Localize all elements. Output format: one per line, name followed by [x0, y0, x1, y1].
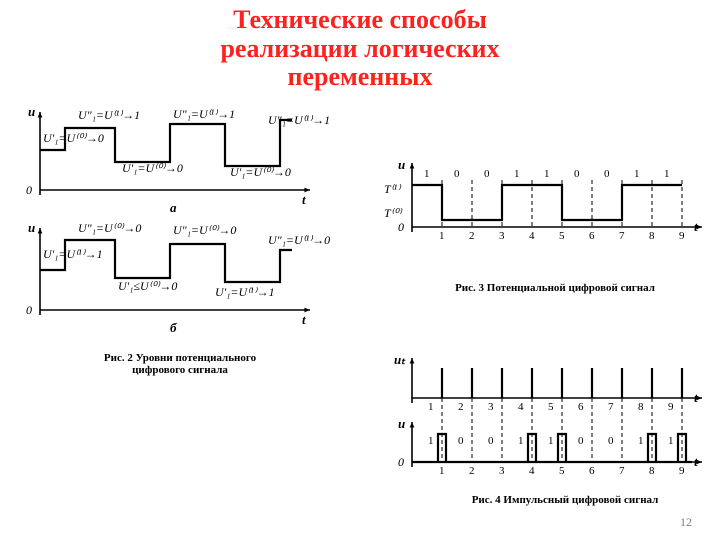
svg-text:0: 0 [398, 220, 404, 234]
fig3-diagram: u t 0 T⁽¹⁾ T⁽⁰⁾ 1 1 0 2 0 3 1 4 1 5 0 6 0 7 1 8 1 9 [380, 155, 710, 265]
svg-text:2: 2 [458, 401, 464, 413]
svg-text:1: 1 [424, 168, 430, 180]
svg-text:7: 7 [619, 230, 625, 242]
svg-text:0: 0 [398, 455, 404, 469]
svg-text:1: 1 [548, 435, 554, 447]
svg-text:3: 3 [488, 401, 494, 413]
svg-text:1: 1 [638, 435, 644, 447]
svg-text:9: 9 [679, 230, 685, 242]
svg-text:1: 1 [428, 401, 434, 413]
svg-text:0: 0 [26, 303, 32, 317]
svg-text:uₜ: uₜ [394, 352, 406, 367]
svg-text:4: 4 [529, 465, 535, 477]
svg-text:8: 8 [638, 401, 644, 413]
svg-text:9: 9 [679, 465, 685, 477]
svg-text:6: 6 [589, 230, 595, 242]
svg-text:U"₁=U⁽¹⁾→1: U"₁=U⁽¹⁾→1 [78, 108, 140, 122]
title-line-3: переменных [287, 62, 432, 91]
svg-text:u: u [28, 104, 35, 119]
svg-text:U'₁=U⁽⁰⁾→0: U'₁=U⁽⁰⁾→0 [230, 165, 291, 179]
svg-text:0: 0 [604, 168, 610, 180]
svg-text:1: 1 [518, 435, 524, 447]
page-title: Технические способы реализации логически… [0, 0, 720, 92]
svg-text:7: 7 [608, 401, 614, 413]
svg-text:3: 3 [499, 465, 505, 477]
svg-text:0: 0 [458, 435, 464, 447]
svg-text:T⁽¹⁾: T⁽¹⁾ [384, 182, 401, 196]
svg-text:U"₁=U⁽¹⁾→1: U"₁=U⁽¹⁾→1 [173, 107, 235, 121]
page-number: 12 [680, 515, 692, 530]
fig2-diagram: u t 0 U'₁=U⁽⁰⁾→0 U"₁=U⁽¹⁾→1 U'₁=U⁽⁰⁾→0 U"₁=U⁽¹… [10, 100, 340, 340]
svg-text:U"₁=U⁽⁰⁾→0: U"₁=U⁽⁰⁾→0 [173, 223, 236, 237]
title-line-2: реализации логических [220, 34, 499, 63]
svg-text:0: 0 [26, 183, 32, 197]
svg-text:0: 0 [608, 435, 614, 447]
svg-text:5: 5 [559, 230, 565, 242]
svg-text:1: 1 [428, 435, 434, 447]
svg-text:8: 8 [649, 230, 655, 242]
svg-text:t: t [694, 390, 698, 405]
svg-text:6: 6 [589, 465, 595, 477]
svg-text:1: 1 [668, 435, 674, 447]
svg-text:а: а [170, 200, 177, 215]
svg-text:T⁽⁰⁾: T⁽⁰⁾ [384, 206, 402, 220]
svg-text:5: 5 [548, 401, 554, 413]
svg-text:U'₁≤U⁽⁰⁾→0: U'₁≤U⁽⁰⁾→0 [118, 279, 177, 293]
svg-text:8: 8 [649, 465, 655, 477]
fig2-caption: Рис. 2 Уровни потенциальногоцифрового си… [80, 352, 280, 376]
svg-text:1: 1 [439, 465, 445, 477]
svg-text:U"₁=U⁽¹⁾→0: U"₁=U⁽¹⁾→0 [268, 233, 330, 247]
svg-text:u: u [28, 220, 35, 235]
title-line-1: Технические способы [233, 5, 487, 34]
svg-text:1: 1 [664, 168, 670, 180]
svg-text:0: 0 [484, 168, 490, 180]
svg-text:1: 1 [634, 168, 640, 180]
svg-text:3: 3 [499, 230, 505, 242]
svg-text:0: 0 [454, 168, 460, 180]
svg-text:5: 5 [559, 465, 565, 477]
svg-text:6: 6 [578, 401, 584, 413]
svg-text:1: 1 [514, 168, 520, 180]
svg-text:t: t [302, 192, 306, 207]
svg-text:7: 7 [619, 465, 625, 477]
svg-text:4: 4 [518, 401, 524, 413]
svg-text:t: t [694, 219, 698, 234]
svg-text:0: 0 [488, 435, 494, 447]
svg-text:2: 2 [469, 465, 475, 477]
svg-text:0: 0 [578, 435, 584, 447]
svg-text:U'₁=U⁽¹⁾→1: U'₁=U⁽¹⁾→1 [43, 247, 103, 261]
svg-text:4: 4 [529, 230, 535, 242]
fig4-caption: Рис. 4 Импульсный цифровой сигнал [440, 494, 690, 506]
svg-text:u: u [398, 157, 405, 172]
svg-text:U'₁=U⁽⁰⁾→0: U'₁=U⁽⁰⁾→0 [122, 161, 183, 175]
svg-text:9: 9 [668, 401, 674, 413]
svg-text:t: t [694, 454, 698, 469]
svg-text:U"₁=U⁽¹⁾→1: U"₁=U⁽¹⁾→1 [268, 113, 330, 127]
svg-text:2: 2 [469, 230, 475, 242]
svg-text:U'₁=U⁽¹⁾→1: U'₁=U⁽¹⁾→1 [215, 285, 275, 299]
svg-text:1: 1 [544, 168, 550, 180]
svg-text:t: t [302, 312, 306, 327]
svg-text:U"₁=U⁽⁰⁾→0: U"₁=U⁽⁰⁾→0 [78, 221, 141, 235]
svg-text:б: б [170, 320, 177, 335]
fig4-diagram: uₜ t 1 2 3 4 5 6 7 8 9 u 0 t 1 1 0 2 0 3 1 4 1 5 0 6 0 7 1 8 1 9 [380, 350, 710, 480]
svg-text:u: u [398, 416, 405, 431]
svg-text:U'₁=U⁽⁰⁾→0: U'₁=U⁽⁰⁾→0 [43, 131, 104, 145]
svg-text:1: 1 [439, 230, 445, 242]
svg-text:0: 0 [574, 168, 580, 180]
fig3-caption: Рис. 3 Потенциальной цифровой сигнал [430, 282, 680, 294]
